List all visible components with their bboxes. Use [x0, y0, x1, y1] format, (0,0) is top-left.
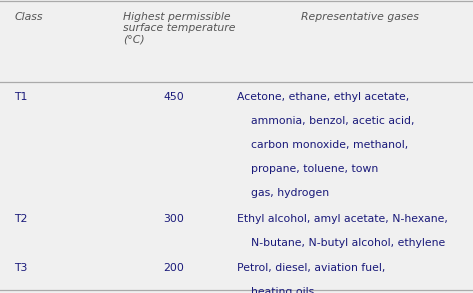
Text: 300: 300	[164, 214, 184, 224]
Text: propane, toluene, town: propane, toluene, town	[236, 164, 378, 174]
Text: Representative gases: Representative gases	[300, 12, 419, 22]
Text: T3: T3	[14, 263, 27, 273]
Text: N-butane, N-butyl alcohol, ethylene: N-butane, N-butyl alcohol, ethylene	[236, 238, 445, 248]
Text: ammonia, benzol, acetic acid,: ammonia, benzol, acetic acid,	[236, 116, 414, 126]
Text: carbon monoxide, methanol,: carbon monoxide, methanol,	[236, 140, 408, 150]
Text: Class: Class	[14, 12, 43, 22]
Text: 200: 200	[164, 263, 184, 273]
Text: Ethyl alcohol, amyl acetate, N-hexane,: Ethyl alcohol, amyl acetate, N-hexane,	[236, 214, 447, 224]
Text: 450: 450	[164, 92, 184, 102]
Text: T1: T1	[14, 92, 27, 102]
Text: Highest permissible
surface temperature
(°C): Highest permissible surface temperature …	[123, 12, 236, 45]
Text: heating oils: heating oils	[236, 287, 314, 293]
Text: T2: T2	[14, 214, 27, 224]
Text: Acetone, ethane, ethyl acetate,: Acetone, ethane, ethyl acetate,	[236, 92, 409, 102]
Text: Petrol, diesel, aviation fuel,: Petrol, diesel, aviation fuel,	[236, 263, 385, 273]
Text: gas, hydrogen: gas, hydrogen	[236, 188, 329, 198]
